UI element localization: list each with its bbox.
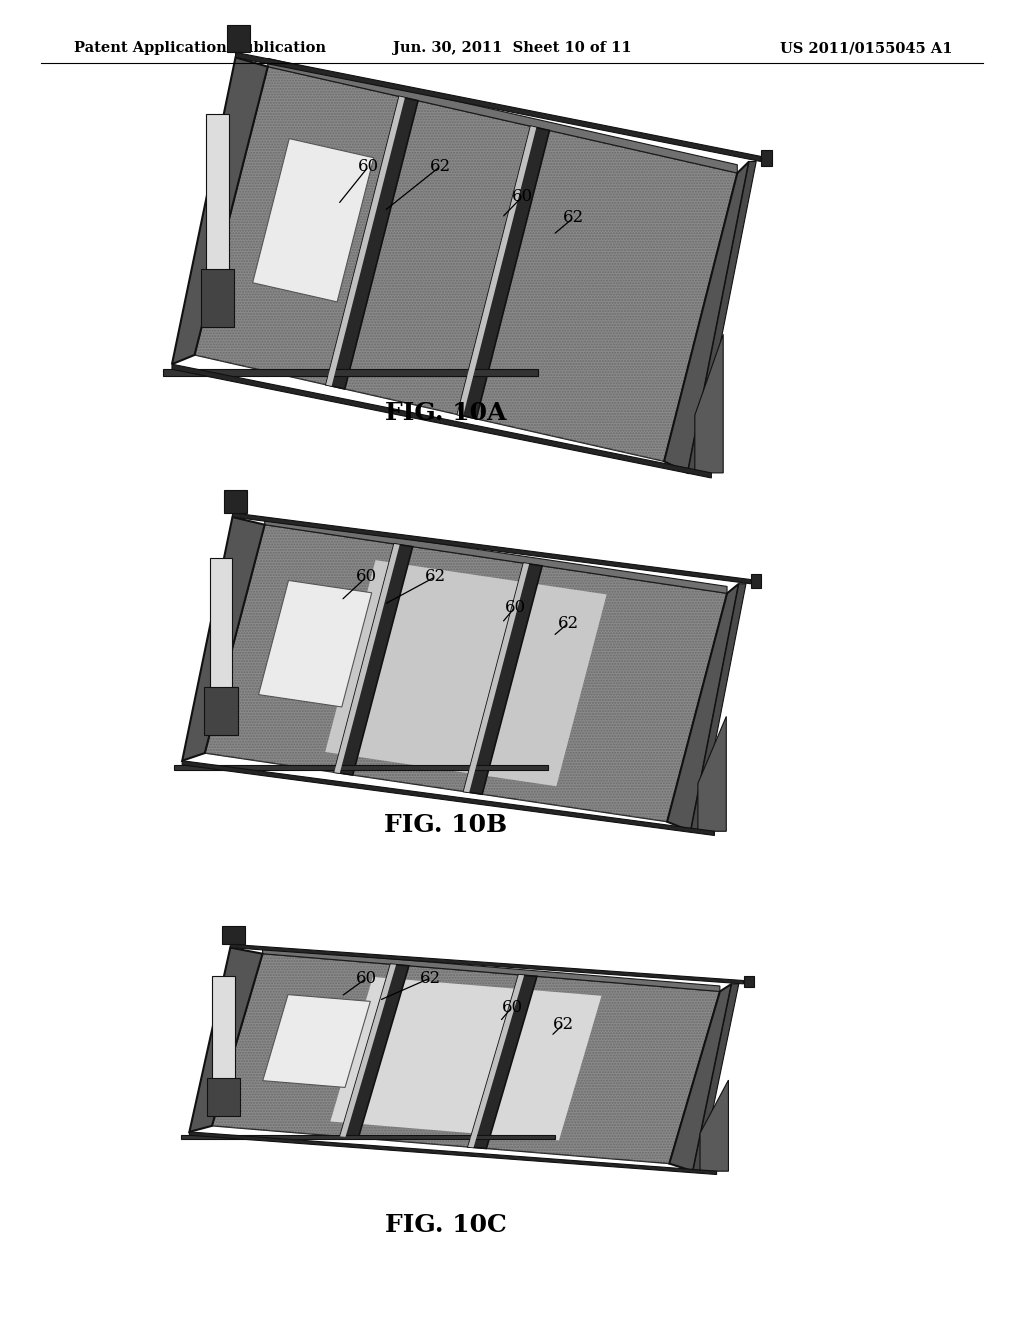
Polygon shape bbox=[212, 975, 234, 1104]
Polygon shape bbox=[761, 150, 772, 166]
Polygon shape bbox=[164, 370, 538, 376]
Polygon shape bbox=[334, 544, 399, 774]
Polygon shape bbox=[751, 574, 762, 587]
Polygon shape bbox=[236, 53, 761, 161]
Polygon shape bbox=[232, 513, 751, 583]
Text: Jun. 30, 2011  Sheet 10 of 11: Jun. 30, 2011 Sheet 10 of 11 bbox=[392, 41, 632, 55]
Polygon shape bbox=[331, 977, 601, 1140]
Polygon shape bbox=[253, 139, 374, 302]
Text: FIG. 10B: FIG. 10B bbox=[384, 813, 507, 837]
Text: 62: 62 bbox=[420, 970, 440, 986]
Polygon shape bbox=[182, 517, 264, 760]
Polygon shape bbox=[206, 114, 228, 308]
Polygon shape bbox=[668, 583, 739, 832]
Polygon shape bbox=[326, 96, 418, 389]
Polygon shape bbox=[326, 560, 606, 787]
Polygon shape bbox=[464, 564, 529, 792]
Text: 60: 60 bbox=[356, 970, 377, 986]
Polygon shape bbox=[688, 161, 756, 473]
Polygon shape bbox=[698, 717, 726, 832]
Text: 62: 62 bbox=[558, 615, 579, 631]
Text: US 2011/0155045 A1: US 2011/0155045 A1 bbox=[780, 41, 952, 55]
Text: 60: 60 bbox=[358, 158, 379, 174]
Polygon shape bbox=[222, 927, 245, 944]
Polygon shape bbox=[263, 994, 371, 1088]
Polygon shape bbox=[195, 67, 737, 461]
Polygon shape bbox=[189, 948, 262, 1131]
Polygon shape bbox=[468, 975, 537, 1148]
Text: 60: 60 bbox=[512, 189, 532, 205]
Polygon shape bbox=[458, 127, 537, 416]
Text: 62: 62 bbox=[425, 569, 445, 585]
Polygon shape bbox=[189, 1131, 717, 1175]
Polygon shape bbox=[326, 96, 404, 385]
Polygon shape bbox=[172, 364, 712, 478]
Polygon shape bbox=[700, 1080, 728, 1171]
Polygon shape bbox=[464, 564, 542, 795]
Polygon shape bbox=[340, 965, 409, 1138]
Polygon shape bbox=[262, 948, 720, 991]
Polygon shape bbox=[172, 58, 268, 364]
Text: Patent Application Publication: Patent Application Publication bbox=[74, 41, 326, 55]
Polygon shape bbox=[210, 558, 232, 719]
Text: 62: 62 bbox=[430, 158, 451, 174]
Polygon shape bbox=[227, 25, 250, 53]
Polygon shape bbox=[204, 688, 238, 735]
Polygon shape bbox=[340, 965, 396, 1137]
Polygon shape bbox=[201, 269, 234, 327]
Text: 62: 62 bbox=[553, 1016, 573, 1032]
Polygon shape bbox=[693, 983, 738, 1171]
Text: 60: 60 bbox=[505, 599, 525, 615]
Text: 60: 60 bbox=[356, 569, 377, 585]
Polygon shape bbox=[224, 490, 247, 513]
Polygon shape bbox=[670, 983, 732, 1171]
Text: FIG. 10C: FIG. 10C bbox=[384, 1213, 507, 1237]
Text: 62: 62 bbox=[563, 210, 584, 226]
Polygon shape bbox=[334, 544, 413, 775]
Polygon shape bbox=[207, 1078, 241, 1117]
Polygon shape bbox=[691, 583, 745, 832]
Text: 60: 60 bbox=[502, 999, 522, 1015]
Polygon shape bbox=[258, 581, 372, 708]
Polygon shape bbox=[743, 977, 755, 987]
Polygon shape bbox=[205, 524, 727, 821]
Polygon shape bbox=[181, 1135, 555, 1139]
Polygon shape bbox=[264, 517, 727, 594]
Polygon shape bbox=[458, 127, 550, 418]
Polygon shape bbox=[665, 161, 750, 473]
Text: FIG. 10A: FIG. 10A bbox=[385, 401, 506, 425]
Polygon shape bbox=[268, 58, 737, 173]
Polygon shape bbox=[695, 334, 723, 473]
Polygon shape bbox=[174, 764, 548, 770]
Polygon shape bbox=[230, 944, 743, 983]
Polygon shape bbox=[212, 953, 720, 1164]
Polygon shape bbox=[182, 760, 715, 836]
Polygon shape bbox=[468, 975, 524, 1147]
